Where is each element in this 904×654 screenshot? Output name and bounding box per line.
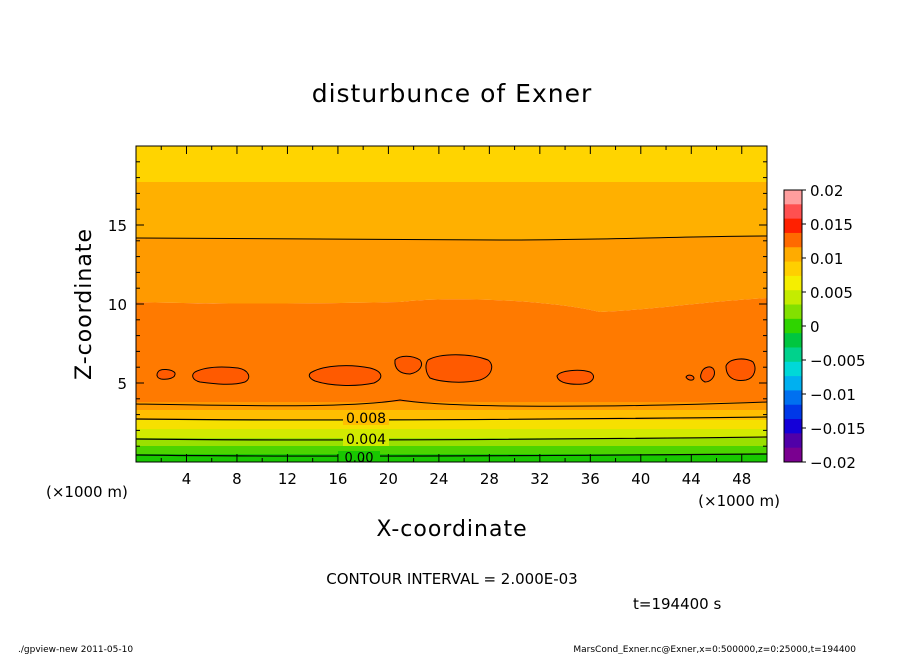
y-axis-label: Z-coordinate [72,228,97,380]
x-tick-label: 8 [232,470,242,488]
blob-6 [556,369,594,385]
y-tick-label: 5 [117,375,127,393]
blob-8 [700,366,715,383]
contour-label-0004: 0.004 [346,432,386,448]
footer-right: MarsCond_Exner.nc@Exner,x=0:500000,z=0:2… [573,645,856,654]
footer-left: ./gpview-new 2011-05-10 [18,645,133,654]
time-text: t=194400 s [633,595,721,613]
blob-9 [725,358,756,381]
band-mid-upper [136,182,767,240]
x-tick-label: 32 [530,470,549,488]
x-unit-left: (×1000 m) [46,483,128,501]
colorbar [784,190,802,463]
colorbar-segment [784,304,802,320]
colorbar-tick-label: −0.015 [810,420,866,438]
x-tick-label: 36 [581,470,600,488]
x-tick-label: 28 [480,470,499,488]
band-orange [136,298,767,402]
band-lower-2 [136,410,767,420]
blob-5 [425,354,493,383]
band-lower-7 [136,454,767,462]
contour-line-lower-4 [136,453,767,457]
colorbar-segment [784,218,802,234]
colorbar-segment [784,347,802,363]
band-lower-1 [136,402,767,410]
x-tick-label: 24 [429,470,448,488]
band-top [136,146,767,182]
x-tick-label: 16 [328,470,347,488]
colorbar-segment [784,204,802,220]
colorbar-segment [784,333,802,348]
band-lower-5 [136,438,767,446]
colorbar-tick-label: −0.005 [810,352,866,370]
band-lower-4 [136,429,767,438]
colorbar-segment [784,190,802,205]
colorbar-tick-label: −0.01 [810,386,856,404]
blob-1 [156,369,176,380]
contour-label-0008: 0.008 [346,411,386,427]
colorbar-segment [784,433,802,449]
colorbar-segment [784,419,802,434]
colorbar-segment [784,404,802,420]
blob-4 [394,355,423,375]
blob-7 [685,374,695,381]
contour-line-lower-3 [136,436,767,441]
colorbar-tick-label: 0.02 [810,182,843,200]
colorbar-segment [784,290,802,306]
band-lower-3 [136,420,767,429]
colorbar-segment [784,376,802,391]
colorbar-tick-label: −0.02 [810,454,856,472]
colorbar-tick-label: 0.01 [810,250,843,268]
colorbar-segment [784,447,802,463]
colorbar-tick-label: 0.015 [810,216,853,234]
band-lower-6 [136,446,767,454]
colorbar-tick-label: 0.005 [810,284,853,302]
x-tick-label: 20 [379,470,398,488]
x-tick-label: 44 [682,470,701,488]
x-axis-label: X-coordinate [376,517,527,542]
x-tick-label: 4 [182,470,192,488]
colorbar-ticks: 0.02 0.015 0.01 0.005 0 −0.005 −0.01 −0.015 −0.0… [802,182,866,472]
x-unit-right: (×1000 m) [698,492,780,510]
colorbar-segment [784,232,802,248]
contour-interval-text: CONTOUR INTERVAL = 2.000E-03 [326,570,577,588]
y-tick-label: 10 [108,296,127,314]
x-axis-ticks: 4 8 12 16 20 24 28 32 36 40 44 48 [160,146,751,488]
colorbar-segment [784,318,802,334]
colorbar-segment [784,275,802,291]
colorbar-segment [784,361,802,377]
y-tick-label: 15 [108,217,127,235]
plot-fill [136,146,767,462]
colorbar-tick-label: 0 [810,318,820,336]
x-tick-label: 48 [732,470,751,488]
x-tick-label: 12 [278,470,297,488]
blob-3 [308,365,382,386]
blob-2 [192,366,250,385]
contour-line-upper [136,235,767,241]
band-orange-light [136,236,767,312]
contour-line-lower-2 [136,416,767,421]
colorbar-segment [784,261,802,277]
chart-title: disturbunce of Exner [312,79,593,108]
contour-label-000: 0.00 [345,451,374,466]
colorbar-segment [784,247,802,263]
colorbar-segment [784,390,802,406]
y-axis-ticks: 5 10 15 [108,161,767,447]
contour-line-lower-1 [136,399,767,407]
x-tick-label: 40 [631,470,650,488]
